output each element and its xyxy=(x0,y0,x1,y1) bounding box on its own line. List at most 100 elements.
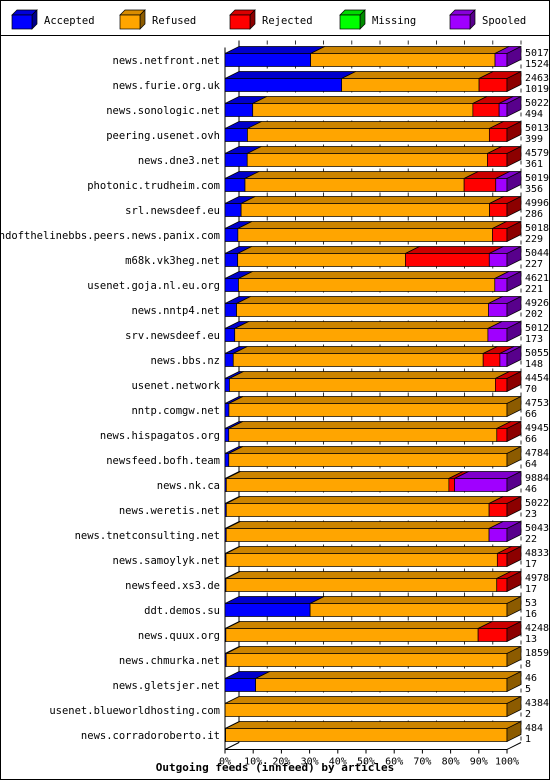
value-label-offered: 4784 xyxy=(525,448,549,459)
bar-row xyxy=(224,545,522,568)
bar-row xyxy=(224,645,522,668)
value-labels: 5017152424631019502249450133994579361501… xyxy=(525,48,549,745)
bar-segment-side xyxy=(506,395,522,418)
bar-segment xyxy=(488,503,508,517)
value-label-offered: 5022 xyxy=(525,98,549,109)
value-label-accepted: 17 xyxy=(525,584,537,595)
category-label: endofthelinebbs.peers.news.panix.com xyxy=(0,230,220,242)
value-label-offered: 9884 xyxy=(525,473,549,484)
bar-segment xyxy=(228,403,508,417)
x-tick-label: 60% xyxy=(385,757,403,768)
value-label-offered: 4454 xyxy=(525,373,549,384)
value-label-accepted: 70 xyxy=(525,384,537,395)
bar-row xyxy=(224,320,522,343)
x-tick-label: 20% xyxy=(272,757,290,768)
value-label-offered: 5022 xyxy=(525,498,549,509)
bar-segment xyxy=(236,303,489,317)
bar-segment xyxy=(240,203,490,217)
bar-segment xyxy=(224,153,248,167)
category-label: news.nntp4.net xyxy=(131,305,220,317)
value-label-offered: 4996 xyxy=(525,198,549,209)
bar-segment xyxy=(309,603,508,617)
category-label: news.netfront.net xyxy=(113,55,220,67)
legend-swatch xyxy=(11,14,33,30)
bar-segment xyxy=(225,628,479,642)
bar-segment xyxy=(487,153,508,167)
bar-segment-top xyxy=(228,421,511,429)
category-label: news.weretis.net xyxy=(119,505,220,517)
bar-segment xyxy=(224,253,239,267)
bar-segment xyxy=(225,528,490,542)
bar-segment-top xyxy=(237,246,420,254)
value-label-offered: 4833 xyxy=(525,548,549,559)
bar-segment xyxy=(228,428,498,442)
bar-segment-side xyxy=(506,195,522,218)
category-label: peering.usenet.ovh xyxy=(106,130,220,142)
bar-segment xyxy=(488,528,508,542)
bar-segment xyxy=(224,428,230,442)
bar-row xyxy=(224,620,522,643)
bar-row xyxy=(224,270,522,293)
chart-bars xyxy=(224,45,522,743)
value-label-offered: 4753 xyxy=(525,398,549,409)
bar-row xyxy=(224,695,522,718)
bar-segment xyxy=(244,178,465,192)
bar-segment xyxy=(224,378,230,392)
bar-segment-side xyxy=(506,620,522,643)
bar-segment xyxy=(499,353,508,367)
category-label: news.dne3.net xyxy=(138,155,220,167)
legend-label: Missing xyxy=(372,15,416,27)
value-label-offered: 5013 xyxy=(525,123,549,134)
floor-edge xyxy=(224,742,240,750)
bar-row xyxy=(224,170,522,193)
value-label-accepted: 227 xyxy=(525,259,543,270)
bar-segment xyxy=(494,278,508,292)
value-label-offered: 5044 xyxy=(525,248,549,259)
bar-segment-side xyxy=(506,645,522,668)
bar-segment xyxy=(247,128,490,142)
legend-item: Spooled xyxy=(449,9,526,30)
bar-row xyxy=(224,295,522,318)
category-label: news.furie.org.uk xyxy=(113,80,221,92)
value-label-offered: 53 xyxy=(525,598,537,609)
bar-segment xyxy=(489,203,508,217)
value-label-accepted: 286 xyxy=(525,209,543,220)
bar-row xyxy=(224,670,522,693)
value-label-accepted: 1019 xyxy=(525,84,549,95)
bar-row xyxy=(224,720,522,743)
bar-segment-top xyxy=(228,396,522,404)
bar-segment-top xyxy=(225,571,511,579)
bar-row xyxy=(224,520,522,543)
bar-segment xyxy=(225,553,498,567)
bar-row xyxy=(224,195,522,218)
bar-segment xyxy=(224,78,343,92)
bar-segment-side xyxy=(506,295,522,318)
value-label-accepted: 66 xyxy=(525,434,537,445)
bar-segment-top xyxy=(225,721,522,729)
bar-segment-side xyxy=(506,120,522,143)
category-label: nntp.comgw.net xyxy=(131,405,220,417)
bar-segment-side xyxy=(506,420,522,443)
bar-segment xyxy=(463,178,497,192)
bar-segment-top xyxy=(225,546,512,554)
bar-segment xyxy=(224,678,257,692)
value-label-accepted: 148 xyxy=(525,359,543,370)
bar-segment xyxy=(341,78,480,92)
bar-segment xyxy=(234,328,489,342)
value-label-accepted: 356 xyxy=(525,184,543,195)
value-label-accepted: 22 xyxy=(525,534,537,545)
legend-item: Accepted xyxy=(11,9,95,30)
bar-segment-top xyxy=(233,346,498,354)
x-axis-ticks: 0% 10% 20% 30% 40% 50% 60% 70% 80% 90% 100% xyxy=(219,749,519,768)
x-tick-label: 0% xyxy=(219,757,231,768)
bar-segment-top xyxy=(240,196,504,204)
value-label-accepted: 2 xyxy=(525,709,531,720)
value-label-offered: 4579 xyxy=(525,148,549,159)
bar-segment xyxy=(225,578,498,592)
bar-segment-top xyxy=(234,321,503,329)
bar-segment xyxy=(225,653,508,667)
value-label-accepted: 66 xyxy=(525,409,537,420)
value-label-accepted: 17 xyxy=(525,559,537,570)
value-label-offered: 46 xyxy=(525,673,537,684)
bar-segment xyxy=(488,128,508,142)
